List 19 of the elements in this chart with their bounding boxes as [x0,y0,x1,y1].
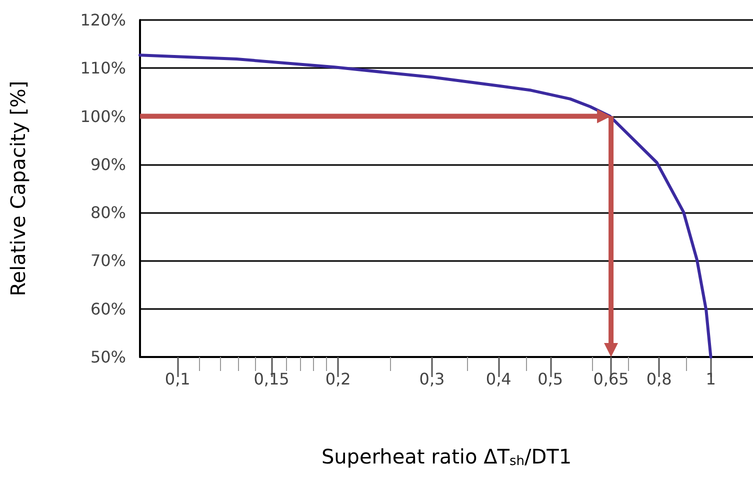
y-axis-title: Relative Capacity [%] [6,80,30,296]
x-tick-label: 0,3 [419,370,445,388]
y-tick-label: 90% [90,154,126,174]
x-tick-label: 0,65 [593,370,629,388]
y-tick-label: 60% [90,299,126,318]
y-tick-label: 70% [90,251,126,270]
y-tick-label: 50% [90,348,126,366]
x-tick-label: 0,4 [486,370,512,388]
x-tick-label: 0,8 [646,370,672,388]
x-tick-label: 0,1 [164,370,190,388]
y-tick-label: 100% [80,106,126,126]
x-axis-title: Superheat ratio ΔTsh/DT1 [321,444,572,469]
x-tick-label: 0,15 [254,370,290,388]
y-tick-label: 80% [90,203,126,222]
y-tick-label: 120% [80,10,126,30]
x-tick-label: 1 [706,370,716,388]
y-tick-label: 110% [80,58,126,78]
x-tick-label: 0,5 [538,370,564,388]
x-tick-label: 0,2 [325,370,351,388]
